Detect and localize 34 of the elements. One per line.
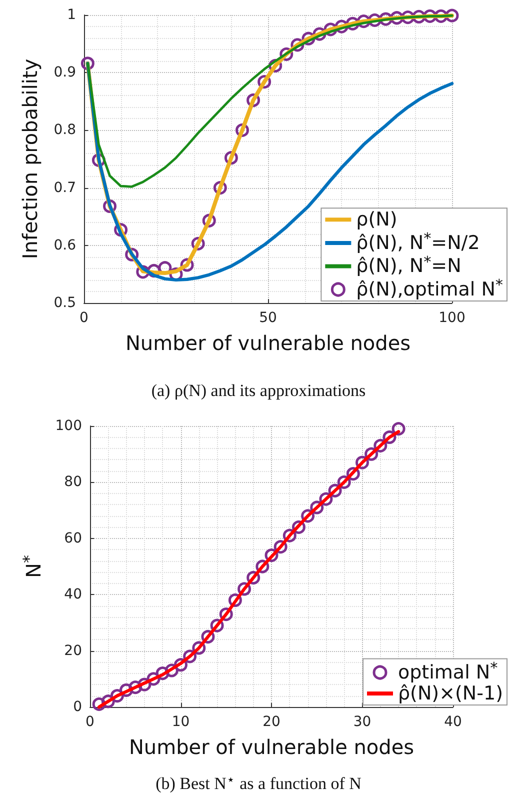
x-tick-label: 10 [172,714,190,730]
y-tick-label: 60 [64,530,82,546]
y-tick-label: 0.8 [54,122,76,138]
x-tick-label: 50 [259,310,277,326]
x-axis-title: Number of vulnerable nodes [125,331,411,355]
line-series [97,430,400,709]
y-tick-label: 100 [55,418,82,434]
legend-label: ρ̂(N), N*=N/2 [356,230,480,254]
legend-label: ρ̂(N)×(N-1) [398,682,504,704]
y-tick-label: 40 [64,586,82,603]
legend-label: optimal N* [398,659,498,684]
point [80,56,94,70]
legend-label: ρ̂(N), N*=N [356,252,462,278]
y-tick-label: 20 [64,642,82,659]
legend-label: ρ̂(N),optimal N* [356,276,504,300]
x-tick-label: 100 [438,310,466,326]
x-axis-title: Number of vulnerable nodes [128,735,414,759]
text: (a) ρ(N) and its approximations [151,381,366,400]
y-tick-label: 0 [73,699,82,715]
x-tick-label: 20 [262,714,280,730]
y-tick-label: 0.7 [54,180,76,196]
x-tick-label: 40 [444,714,462,730]
x-tick-label: 0 [86,714,94,730]
text: (b) Best N⋆ as a function of N [156,772,362,793]
y-tick-label: 1 [67,7,76,23]
y-axis-title: Infection probability [18,58,42,260]
y-tick-label: 0.5 [54,295,76,311]
y-tick-label: 80 [64,474,82,490]
y-tick-label: 0.6 [54,237,76,254]
y-tick-label: 0.9 [54,64,76,81]
line-series [86,14,454,188]
legend-label: ρ(N) [356,208,398,231]
y-axis-title: N* [20,555,46,578]
x-tick-label: 30 [353,714,372,730]
